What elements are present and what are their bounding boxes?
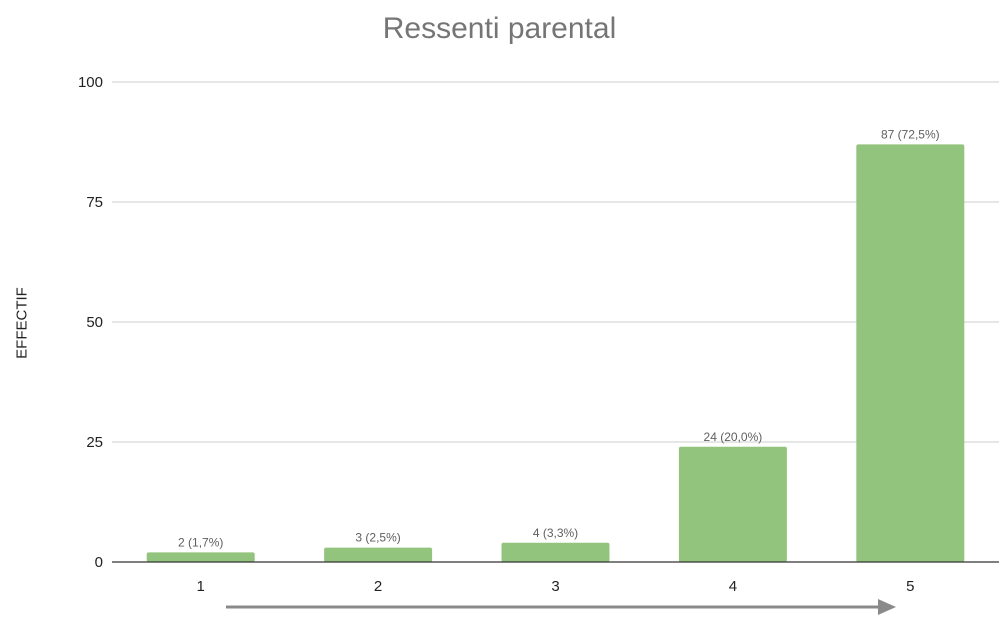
arrow-head-icon <box>878 599 896 615</box>
y-tick-label: 75 <box>86 194 103 211</box>
y-tick-label: 0 <box>95 554 103 571</box>
x-tick-label: 5 <box>906 578 914 595</box>
bar <box>501 542 610 562</box>
chart-title: Ressenti parental <box>382 12 617 45</box>
bar <box>324 547 433 562</box>
y-tick-label: 50 <box>86 314 103 331</box>
data-label: 4 (3,3%) <box>533 526 578 540</box>
data-label: 24 (20,0%) <box>704 430 763 444</box>
x-tick-label: 1 <box>197 578 205 595</box>
x-tick-label: 2 <box>374 578 382 595</box>
bar <box>146 552 255 562</box>
y-tick-label: 100 <box>78 74 103 91</box>
y-tick-label: 25 <box>86 434 103 451</box>
x-tick-label: 4 <box>729 578 737 595</box>
bar <box>856 144 965 562</box>
data-label: 2 (1,7%) <box>178 535 223 549</box>
data-label: 87 (72,5%) <box>881 127 940 141</box>
x-tick-label: 3 <box>551 578 559 595</box>
data-label: 3 (2,5%) <box>355 531 400 545</box>
bar <box>678 446 787 562</box>
